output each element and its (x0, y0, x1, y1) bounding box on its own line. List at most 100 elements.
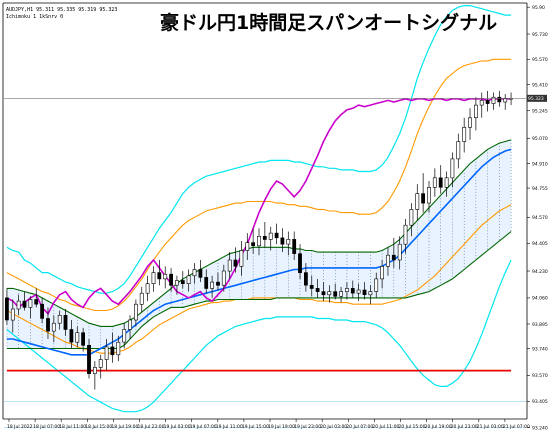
candle-body (46, 318, 50, 332)
x-tick-label: 20 Jul 15:00 (399, 424, 426, 430)
x-tick-label: 20 Jul 11:00 (372, 424, 399, 430)
candle-body (198, 269, 203, 278)
x-tick-label: 20 Jul 19:00 (425, 424, 452, 430)
candle-body (221, 270, 226, 286)
y-tick-label: 95.90 (532, 5, 545, 11)
senkou-span-b-line (6, 231, 512, 350)
candle-body (468, 117, 472, 128)
candle-body (227, 259, 232, 272)
y-tick-label: 93.895 (532, 322, 548, 328)
bollinger-lower-1-line (6, 204, 512, 354)
candle-body (10, 308, 15, 321)
candle-body (163, 273, 168, 280)
candle-body (274, 232, 279, 239)
candle-body (175, 280, 179, 286)
candle-body (233, 259, 238, 267)
bollinger-upper-2-line (6, 5, 512, 294)
candle-body (409, 209, 414, 226)
candle-body (5, 297, 9, 321)
candle-body (386, 254, 390, 267)
candle-body (280, 237, 285, 245)
candle-body (180, 280, 185, 285)
candle-body (286, 239, 291, 245)
tenkan-line (6, 148, 512, 356)
candle-body (415, 193, 420, 210)
candle-body (397, 243, 402, 261)
axes: 95.323 95.90 95.730 95.570 95.410 95.245 95.07… (4, 5, 548, 431)
x-tick-label: 20 Jul 23:00 (451, 424, 478, 430)
candle-body (432, 177, 437, 188)
candle-body (356, 289, 361, 294)
x-tick-label: 19 Jul 03:00 (164, 424, 191, 430)
candle-body (257, 236, 261, 247)
candle-body (157, 272, 162, 280)
y-tick-label: 95.570 (532, 57, 548, 63)
plot-border (2, 2, 528, 420)
candle-body (503, 98, 508, 103)
candle-body (444, 177, 449, 188)
candle-body (16, 300, 21, 310)
candle-body (186, 275, 191, 284)
candle-body (362, 289, 367, 295)
current-price-label: 95.323 (528, 96, 544, 102)
y-tick-label: 95.245 (532, 108, 548, 114)
candle-body (309, 284, 314, 289)
x-tick-label: 19 Jul 11:00 (216, 424, 243, 430)
candle-body (327, 291, 332, 296)
candle-body (81, 332, 86, 346)
x-tick-label: 20 Jul 03:00 (320, 424, 347, 430)
candle-body (110, 346, 115, 356)
ichimoku-cloud (6, 139, 512, 349)
candle-body (479, 100, 484, 106)
chart-title: 豪ドル円1時間足スパンオートシグナル (160, 11, 497, 34)
y-tick-label: 94.755 (532, 186, 548, 192)
candle-body (391, 254, 396, 261)
candle-body (75, 332, 80, 343)
x-tick-label: 18 Jul 19:00 (111, 424, 138, 430)
candle-body (421, 193, 426, 204)
indicator-lines (4, 5, 526, 428)
y-tick-label: 94.910 (532, 161, 548, 167)
candle-body (303, 272, 308, 286)
candle-body (374, 278, 379, 292)
candle-body (98, 359, 103, 368)
candle-body (497, 96, 502, 103)
candle-body (298, 253, 302, 273)
y-tick-label: 94.405 (532, 241, 548, 247)
candle-body (251, 242, 256, 247)
y-tick-label: 93.240 (532, 425, 548, 431)
x-tick-label: 18 Jul 11:00 (59, 424, 86, 430)
y-tick-label: 93.570 (532, 373, 548, 379)
candle-body (145, 283, 150, 294)
bollinger-lower-2-line (6, 259, 512, 413)
candle-body (28, 299, 33, 308)
candle-body (321, 291, 326, 296)
candle-body (344, 288, 349, 292)
candle-body (139, 292, 144, 305)
x-tick-label: 19 Jul 23:00 (294, 424, 321, 430)
candle-body (239, 250, 244, 267)
x-tick-label: 18 Jul 2022 (7, 424, 33, 430)
symbol-info: AUDJPY,H1 95.311 95.335 95.319 95.323 (6, 7, 117, 13)
y-tick-label: 93.740 (532, 346, 548, 352)
candle-body (40, 303, 45, 319)
y-tick-label: 94.230 (532, 269, 548, 275)
y-tick-label: 95.410 (532, 82, 548, 88)
candle-body (169, 273, 174, 286)
candle-body (315, 288, 320, 292)
candle-body (473, 104, 478, 118)
candle-body (57, 314, 62, 324)
candle-body (339, 291, 344, 297)
candle-body (491, 96, 496, 104)
candle-body (134, 303, 138, 321)
candle-body (368, 291, 373, 296)
candle-body (462, 127, 467, 142)
candle-body (216, 281, 220, 286)
bollinger-upper-1-line (6, 58, 512, 312)
candle-body (128, 319, 132, 330)
x-tick-label: 19 Jul 07:00 (190, 424, 217, 430)
candle-body (427, 187, 431, 204)
candle-body (292, 239, 297, 254)
candle-body (350, 288, 355, 294)
